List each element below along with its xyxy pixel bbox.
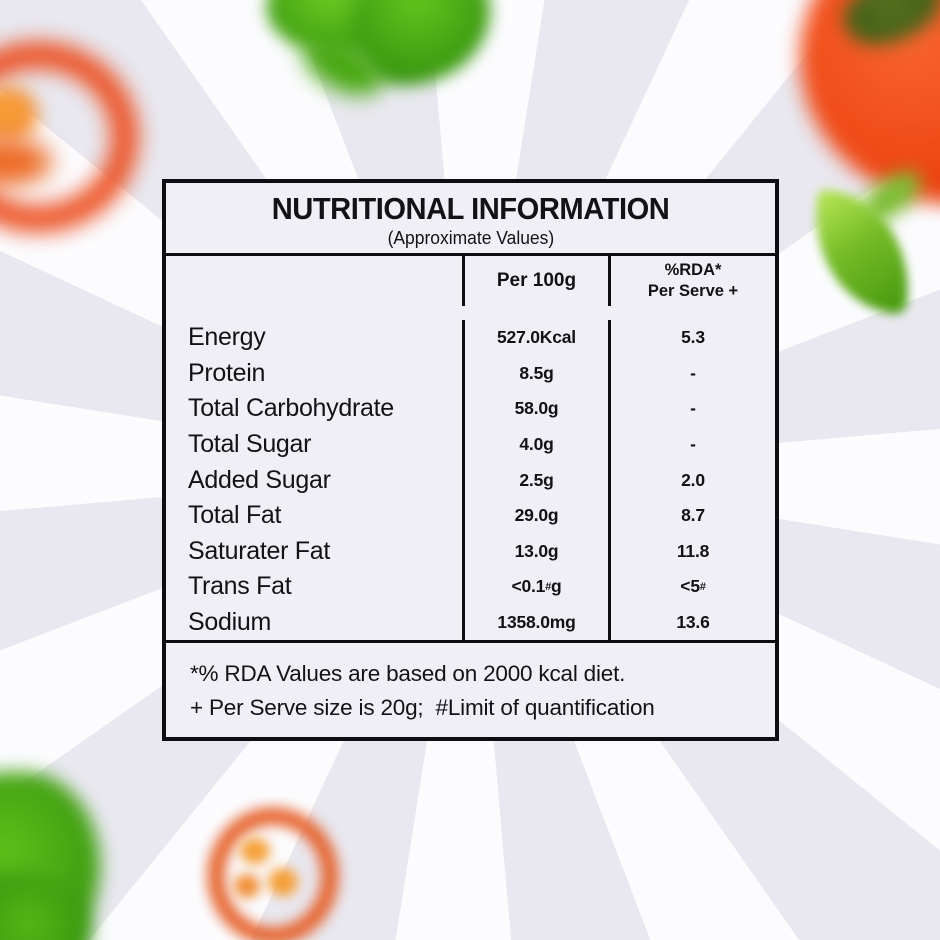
table-row: Total Sugar 4.0g - <box>166 426 775 463</box>
column-header-row: Per 100g %RDA* Per Serve + <box>166 253 775 306</box>
footnote-serve: + Per Serve size is 20g; #Limit of quant… <box>190 695 655 720</box>
table-title: NUTRITIONAL INFORMATION <box>271 191 670 226</box>
nutrient-label: Protein <box>188 358 266 387</box>
rda-value: 13.6 <box>608 604 775 641</box>
rda-value: <5 # <box>608 568 775 605</box>
per-100g-value: 13.0g <box>462 533 608 569</box>
nutrient-label: Total Sugar <box>188 429 312 458</box>
column-header-rda: %RDA* Per Serve + <box>608 256 775 306</box>
table-row: Added Sugar 2.5g 2.0 <box>166 462 775 498</box>
per-100g-value: 4.0g <box>462 426 608 463</box>
table-row: Saturater Fat 13.0g 11.8 <box>166 533 775 569</box>
per-100g-value: 8.5g <box>462 355 608 392</box>
rda-value: 2.0 <box>608 462 775 498</box>
per-100g-value: 2.5g <box>462 462 608 498</box>
table-header: NUTRITIONAL INFORMATION (Approximate Val… <box>166 183 775 253</box>
column-header-blank <box>166 256 462 306</box>
pepper-ring-lobe-image <box>234 874 260 898</box>
per-100g-value: 527.0Kcal <box>462 320 608 356</box>
table-subtitle: (Approximate Values) <box>387 228 554 248</box>
table-row: Total Carbohydrate 58.0g - <box>166 391 775 427</box>
rda-value: - <box>608 426 775 463</box>
table-row: Energy 527.0Kcal 5.3 <box>166 306 775 356</box>
footnote-rda: *% RDA Values are based on 2000 kcal die… <box>190 661 626 686</box>
per-100g-value: <0.1 # g <box>462 568 608 605</box>
per-100g-value: 1358.0mg <box>462 604 608 641</box>
rda-value: 8.7 <box>608 497 775 534</box>
nutrient-label: Added Sugar <box>188 465 331 494</box>
rda-value: - <box>608 355 775 392</box>
nutrient-label: Sodium <box>188 607 271 636</box>
nutrient-label: Saturater Fat <box>188 536 330 565</box>
pepper-ring-lobe-image <box>240 838 270 864</box>
nutrient-label: Energy <box>188 323 266 352</box>
table-row: Total Fat 29.0g 8.7 <box>166 497 775 534</box>
pepper-ring-lobe-image <box>268 868 298 896</box>
rda-value: 11.8 <box>608 533 775 569</box>
rda-value: - <box>608 391 775 427</box>
column-header-rda-line1: %RDA* <box>664 260 722 279</box>
table-row: Protein 8.5g - <box>166 355 775 392</box>
column-header-per-100g: Per 100g <box>462 256 608 306</box>
per-100g-value: 58.0g <box>462 391 608 427</box>
per-100g-value: 29.0g <box>462 497 608 534</box>
rda-value: 5.3 <box>608 320 775 356</box>
column-header-rda-line2: Per Serve + <box>647 282 739 300</box>
table-row: Sodium 1358.0mg 13.6 <box>166 604 775 641</box>
nutrient-label: Total Fat <box>188 501 282 530</box>
nutrient-label: Total Carbohydrate <box>188 394 394 423</box>
footnotes-section: *% RDA Values are based on 2000 kcal die… <box>166 640 775 737</box>
nutrient-label: Trans Fat <box>188 572 292 601</box>
nutrient-table-body: Energy 527.0Kcal 5.3 Protein 8.5g - Tota… <box>166 306 775 641</box>
nutrition-table: NUTRITIONAL INFORMATION (Approximate Val… <box>162 179 779 741</box>
table-row: Trans Fat <0.1 # g <5 # <box>166 568 775 605</box>
